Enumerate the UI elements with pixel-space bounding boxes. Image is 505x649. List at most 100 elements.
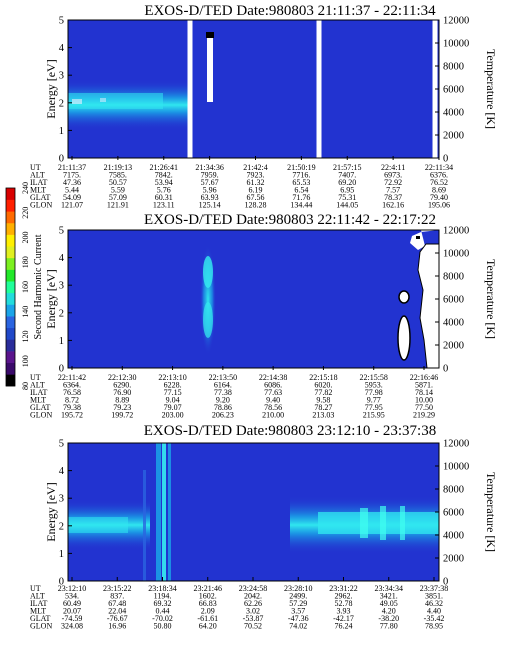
ephemeris-value: 16.96 (108, 622, 126, 631)
ephemeris-value: 77.98 (365, 388, 383, 397)
ephemeris-row-label: ALT (30, 381, 45, 390)
colorbar-cell (6, 246, 15, 259)
ephemeris-value: 8.72 (65, 396, 79, 405)
ephemeris-value: 69.20 (338, 178, 356, 187)
colorbar-ticks: 80 100 120 140 160 180 200 220 240 (21, 182, 30, 390)
ephemeris-value: 3.57 (291, 607, 305, 616)
colorbar-tick-label: 220 (21, 207, 30, 219)
ephemeris-value: 22:16:46 (410, 373, 438, 382)
ephemeris-value: 128.28 (245, 201, 267, 210)
ephemeris-value: 22:15:18 (309, 373, 337, 382)
ephemeris-row-label: GLON (30, 622, 52, 631)
colorbar-cell (6, 269, 15, 282)
colorbar-tick-label: 200 (21, 232, 30, 244)
ephemeris-value: 23:37:38 (420, 584, 448, 593)
ephemeris-value: 199.72 (111, 411, 133, 420)
ephemeris-value: 203.00 (162, 411, 184, 420)
panel-1-spike-edge (206, 32, 214, 38)
colorbar-cell (6, 292, 15, 305)
ephemeris-value: 23:28:10 (284, 584, 312, 593)
ephemeris-value: 76.24 (335, 622, 353, 631)
ephemeris-value: 123.11 (153, 201, 175, 210)
ephemeris-value: 22:12:30 (108, 373, 136, 382)
panel-3-title: EXOS-D/TED Date:980803 23:12:10 - 23:37:… (144, 423, 436, 439)
tick-label: 2000 (443, 554, 464, 565)
ephemeris-value: 63.93 (201, 193, 219, 202)
ephemeris-value: 54.09 (63, 193, 81, 202)
tick-label: 5 (59, 226, 64, 237)
ephemeris-value: 5871. (415, 381, 433, 390)
ephemeris-value: 22:11:34 (425, 163, 453, 172)
ephemeris-value: 21:11:37 (58, 163, 86, 172)
ephemeris-value: -47.36 (288, 614, 309, 623)
tick-label: 8000 (443, 62, 464, 73)
tick-label: 3 (59, 281, 64, 292)
ephemeris-value: 20.07 (63, 607, 81, 616)
ephemeris-value: 67.56 (247, 193, 265, 202)
ephemeris-value: 21:19:13 (104, 163, 132, 172)
ephemeris-row-label: GLAT (30, 403, 51, 412)
ephemeris-row-label: UT (30, 163, 41, 172)
colorbar-cell (6, 339, 15, 352)
tick-label: 4000 (443, 108, 464, 119)
ephemeris-value: 5.59 (111, 186, 125, 195)
ephemeris-value: 79.23 (113, 403, 131, 412)
panel-1-spike (207, 32, 213, 102)
ephemeris-value: 79.07 (164, 403, 182, 412)
ephemeris-row-label: ALT (30, 171, 45, 180)
ephemeris-value: 215.95 (363, 411, 385, 420)
ephemeris-value: 9.20 (216, 396, 230, 405)
ephemeris-value: 2499. (289, 592, 307, 601)
tick-label: 1 (59, 126, 64, 137)
ephemeris-value: 6228. (164, 381, 182, 390)
ephemeris-value: 78.14 (415, 388, 433, 397)
ephemeris-value: 6376. (430, 171, 448, 180)
ephemeris-value: 57.67 (201, 178, 219, 187)
ephemeris-value: 23:18:34 (148, 584, 176, 593)
ephemeris-value: 7.57 (386, 186, 400, 195)
ephemeris-value: 77.15 (164, 388, 182, 397)
tick-label: 0 (443, 577, 448, 588)
ephemeris-value: 76.90 (113, 388, 131, 397)
colorbar: 80 100 120 140 160 180 200 220 240 Second Harmon… (5, 182, 44, 390)
tick-label: 4 (59, 253, 65, 264)
ephemeris-value: 2042. (244, 592, 262, 601)
ephemeris-value: 71.76 (292, 193, 310, 202)
ephemeris-row-label: GLON (30, 411, 52, 420)
tick-label: 8000 (443, 272, 464, 283)
ephemeris-value: -61.61 (197, 614, 218, 623)
ephemeris-value: -74.59 (62, 614, 83, 623)
ephemeris-value: 78.86 (214, 403, 232, 412)
ephemeris-row-label: GLAT (30, 614, 51, 623)
ephemeris-value: 22:15:58 (359, 373, 387, 382)
ephemeris-value: 77.38 (214, 388, 232, 397)
panel-3-y-axis: 0 1 2 3 4 5 (59, 439, 72, 588)
ephemeris-row-label: MLT (30, 396, 46, 405)
ephemeris-value: 23:15:22 (103, 584, 131, 593)
ephemeris-value: 5953. (365, 381, 383, 390)
colorbar-cell (6, 281, 15, 294)
panel-1: EXOS-D/TED Date:980803 21:11:37 - 22:11:… (30, 3, 498, 210)
tick-label: 2000 (443, 341, 464, 352)
colorbar-tick-label: 240 (21, 182, 30, 194)
ephemeris-value: 213.03 (312, 411, 334, 420)
ephemeris-value: 9.40 (266, 396, 280, 405)
ephemeris-value: 76.58 (63, 388, 81, 397)
ephemeris-value: 5.44 (65, 186, 79, 195)
ephemeris-value: 21:34:36 (195, 163, 223, 172)
ephemeris-value: 65.53 (292, 178, 310, 187)
tick-label: 2 (59, 521, 64, 532)
tick-label: 5 (59, 439, 64, 450)
ephemeris-value: 78.37 (384, 193, 402, 202)
ephemeris-value: 22.04 (108, 607, 126, 616)
colorbar-cell (6, 257, 15, 270)
ephemeris-value: 66.83 (199, 599, 217, 608)
ephemeris-value: 77.63 (264, 388, 282, 397)
ephemeris-value: 67.48 (108, 599, 126, 608)
ephemeris-value: 144.05 (336, 201, 358, 210)
ephemeris-value: 195.72 (61, 411, 83, 420)
ephemeris-value: 49.05 (380, 599, 398, 608)
ephemeris-value: 2.09 (201, 607, 215, 616)
tick-label: 0 (443, 154, 448, 165)
